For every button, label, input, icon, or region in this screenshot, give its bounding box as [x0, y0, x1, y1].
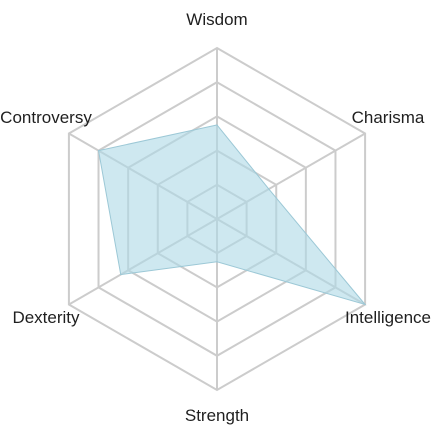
axis-label-dexterity: Dexterity: [12, 308, 80, 327]
data-point-wisdom: [216, 124, 218, 126]
data-point-strength: [216, 261, 218, 263]
axis-label-layer: Wisdom Charisma Intelligence Strength Dexter…: [0, 10, 431, 425]
series-layer: [97, 124, 367, 306]
axis-label-controversy: Controversy: [0, 108, 92, 127]
axis-label-strength: Strength: [185, 406, 249, 425]
data-point-dexterity: [120, 274, 122, 276]
data-point-intelligence: [364, 304, 366, 305]
data-point-charisma: [268, 188, 270, 190]
data-point-controversy: [98, 150, 100, 152]
axis-label-charisma: Charisma: [352, 108, 425, 127]
axis-label-wisdom: Wisdom: [186, 10, 247, 29]
axis-label-intelligence: Intelligence: [345, 308, 431, 327]
series-area-0: [97, 124, 367, 306]
